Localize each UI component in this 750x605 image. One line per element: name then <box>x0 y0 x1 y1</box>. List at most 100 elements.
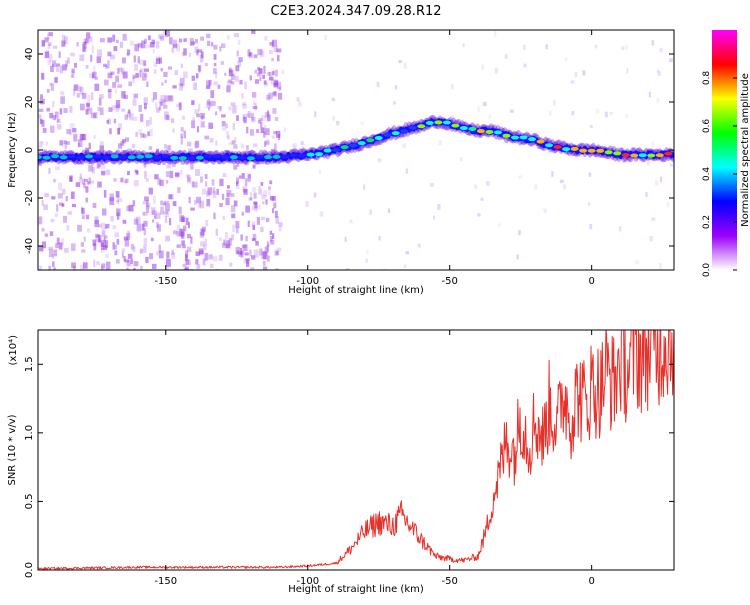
noise-speck <box>62 64 68 71</box>
noise-speck <box>165 203 170 212</box>
ridge-peak <box>502 133 511 138</box>
noise-speck <box>589 223 593 230</box>
noise-speck <box>609 111 613 115</box>
noise-speck <box>257 120 262 124</box>
noise-speck <box>275 215 280 224</box>
noise-speck <box>332 116 335 121</box>
noise-speck <box>187 141 192 147</box>
noise-speck <box>137 43 143 48</box>
noise-speck <box>85 214 90 220</box>
noise-speck <box>61 40 66 47</box>
noise-speck <box>231 140 236 145</box>
noise-speck <box>81 178 85 185</box>
noise-speck <box>571 111 575 116</box>
noise-speck <box>578 153 583 157</box>
noise-speck <box>345 268 350 270</box>
noise-speck <box>218 254 223 261</box>
noise-speck <box>53 249 58 257</box>
noise-speck <box>438 140 443 146</box>
noise-speck <box>266 244 270 252</box>
noise-speck <box>220 152 224 156</box>
noise-speck <box>105 169 111 176</box>
noise-speck <box>83 236 86 242</box>
noise-speck <box>195 251 200 256</box>
noise-speck <box>45 141 48 146</box>
noise-speck <box>123 179 127 184</box>
noise-speck <box>188 148 193 156</box>
noise-speck <box>41 72 45 80</box>
ridge-peak <box>613 151 622 156</box>
noise-speck <box>177 187 181 193</box>
noise-speck <box>38 157 42 166</box>
noise-speck <box>61 188 66 195</box>
noise-speck <box>158 244 161 253</box>
noise-speck <box>143 245 147 253</box>
noise-speck <box>183 71 188 79</box>
noise-speck <box>69 128 72 136</box>
ridge-peak <box>38 155 42 160</box>
noise-speck <box>166 179 169 184</box>
noise-speck <box>65 60 68 67</box>
ridge-peak <box>621 153 630 158</box>
noise-speck <box>215 228 218 236</box>
noise-speck <box>98 224 102 228</box>
noise-speck <box>146 202 151 207</box>
noise-speck <box>417 243 421 248</box>
noise-speck <box>298 101 302 107</box>
noise-speck <box>403 264 407 268</box>
noise-speck <box>204 253 209 261</box>
noise-speck <box>176 231 180 237</box>
noise-speck <box>275 251 280 256</box>
noise-speck <box>99 107 104 116</box>
noise-speck <box>669 163 673 167</box>
noise-speck <box>156 222 159 229</box>
noise-speck <box>272 70 275 76</box>
noise-speck <box>60 65 63 74</box>
noise-speck <box>272 39 277 47</box>
noise-speck <box>226 189 232 197</box>
noise-speck <box>200 51 204 59</box>
noise-speck <box>43 204 48 210</box>
noise-speck <box>160 95 166 103</box>
noise-speck <box>251 238 256 242</box>
noise-speck <box>39 118 43 124</box>
noise-speck <box>159 179 164 187</box>
noise-speck <box>101 263 106 269</box>
noise-speck <box>236 177 240 185</box>
noise-speck <box>230 73 236 80</box>
noise-speck <box>172 201 177 207</box>
noise-speck <box>176 244 182 248</box>
noise-speck <box>135 216 141 224</box>
noise-speck <box>57 124 62 130</box>
noise-speck <box>84 41 87 49</box>
noise-speck <box>217 84 221 89</box>
noise-speck <box>69 105 73 113</box>
noise-speck <box>135 131 138 137</box>
noise-speck <box>193 181 198 188</box>
ridge-peak <box>298 153 307 158</box>
noise-speck <box>71 262 76 269</box>
y-tick-label: 0 <box>24 147 35 153</box>
ridge-peak <box>536 139 545 144</box>
ridge-peak <box>391 131 400 136</box>
noise-speck <box>201 226 206 233</box>
noise-speck <box>228 69 234 77</box>
noise-speck <box>239 247 243 255</box>
noise-speck <box>262 74 265 79</box>
noise-speck <box>187 174 191 182</box>
noise-speck <box>273 91 277 96</box>
noise-speck <box>82 46 87 52</box>
noise-speck <box>191 100 194 106</box>
noise-speck <box>80 206 84 213</box>
noise-speck <box>546 148 551 154</box>
noise-speck <box>81 249 86 253</box>
noise-speck <box>80 103 85 111</box>
ridge-peak <box>161 154 170 159</box>
noise-speck <box>191 181 195 188</box>
noise-speck <box>126 205 130 212</box>
noise-speck <box>39 245 44 252</box>
heatmap-y-ticks: -40 -20 0 20 40 <box>24 48 674 254</box>
y-tick-label: 1.0 <box>24 425 35 441</box>
noise-speck <box>263 80 267 85</box>
